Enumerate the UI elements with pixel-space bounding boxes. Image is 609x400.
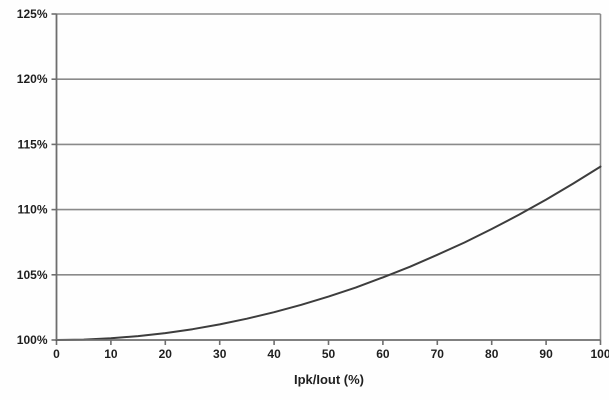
x-tick-label: 80 — [485, 347, 499, 361]
x-tick-label: 40 — [267, 347, 281, 361]
x-tick-label: 60 — [376, 347, 390, 361]
y-tick-label: 105% — [17, 268, 48, 282]
x-axis-title: Ipk/Iout (%) — [293, 372, 365, 387]
y-tick-label: 100% — [17, 333, 48, 347]
data-curve — [55, 165, 602, 341]
y-tick-label: 115% — [17, 137, 47, 151]
x-tick-label: 10 — [104, 347, 118, 361]
y-tick-label: 120% — [17, 72, 48, 86]
x-tick-label: 30 — [213, 347, 227, 361]
x-tick-label: 50 — [322, 347, 336, 361]
y-tick-label: 125% — [17, 7, 48, 21]
y-tick-label: 110% — [17, 203, 47, 217]
x-tick-label: 90 — [539, 347, 553, 361]
x-tick-label: 0 — [53, 347, 60, 361]
x-tick-label: 100 — [590, 347, 609, 361]
x-tick-label: 70 — [431, 347, 445, 361]
x-tick-label: 20 — [159, 347, 173, 361]
